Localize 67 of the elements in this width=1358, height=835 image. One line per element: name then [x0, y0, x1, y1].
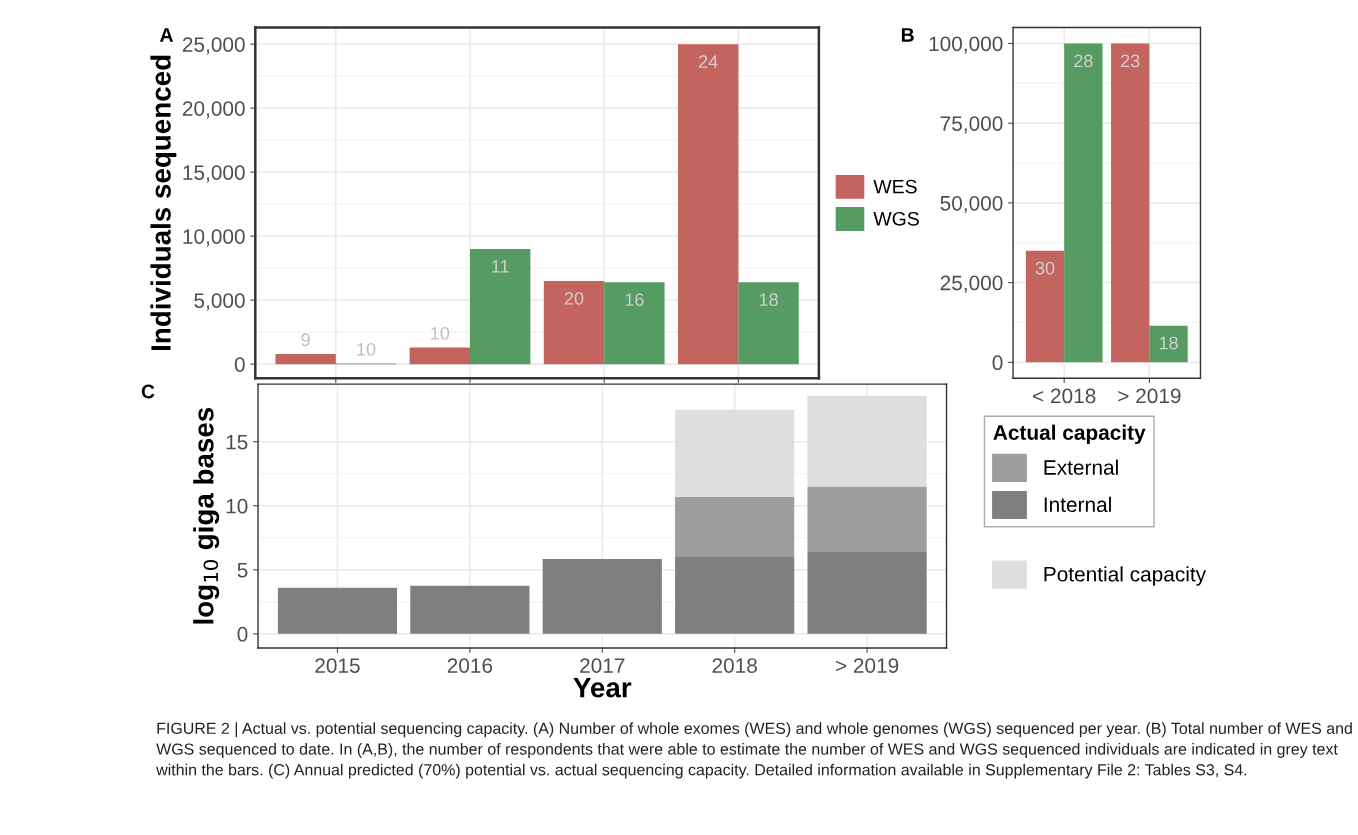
y-tick-label: 15 [226, 434, 248, 450]
y-tick-label: 5,000 [194, 293, 245, 311]
bar [807, 486, 927, 552]
legend-label: Potential capacity [1044, 566, 1207, 586]
annotation: 28 [1074, 54, 1093, 68]
legend-label: External [1044, 459, 1118, 475]
bar [675, 409, 795, 497]
y-tick-label: 100,000 [929, 36, 1003, 54]
chart-title: B [901, 28, 914, 42]
annotation: 10 [431, 326, 450, 340]
bar [604, 282, 665, 365]
bar [275, 353, 336, 365]
bar [1025, 250, 1065, 363]
bar [677, 44, 739, 365]
bar [277, 587, 398, 634]
y-tick-label: 75,000 [940, 116, 1003, 134]
y-tick-label: 25,000 [182, 37, 245, 55]
bar [675, 496, 795, 558]
bar [543, 280, 605, 365]
bar [738, 282, 799, 365]
y-tick-label: 0 [992, 355, 1003, 371]
y-tick-label: 10 [226, 498, 248, 514]
x-tick-label: 2016 [447, 658, 493, 673]
annotation: 10 [357, 342, 376, 356]
legend-label: WGS [873, 211, 919, 226]
annotation: 11 [492, 260, 509, 273]
bar [675, 557, 795, 634]
legend-label: WES [873, 179, 917, 194]
bar [542, 558, 662, 634]
x-tick-label: 2018 [712, 658, 757, 673]
annotation: 18 [759, 293, 778, 307]
annotation: 23 [1121, 54, 1140, 68]
x-tick-label: 2015 [315, 658, 360, 673]
annotation: 9 [301, 333, 310, 347]
annotation: 24 [699, 55, 718, 68]
y-tick-label: 20,000 [182, 101, 245, 119]
x-tick-label: < 2018 [1033, 388, 1096, 404]
x-tick-label: > 2019 [835, 658, 899, 673]
chart-title: C [141, 384, 155, 399]
y-axis-title: Individuals sequenced [150, 55, 177, 350]
bar [807, 551, 927, 634]
caption: FIGURE 2 | Actual vs. potential sequencing capacity. (A) Number of whole exomes (WES) and whole genomes (WGS) sequenced per year. (B) Total number of WES and WGS sequenced to date. In (A,B), the number of respondents that were able to estimate the number of WES and WGS sequenced individuals are indicated in grey text within the bars. (C) Annual predicted (70%) potential vs. actual sequencing capacity. Detailed information available in Supplementary File 2: Tables S3, S4. [156, 722, 1352, 779]
y-tick-label: 0 [234, 357, 245, 372]
bar [410, 585, 530, 634]
x-tick-label: > 2019 [1118, 388, 1181, 404]
annotation: 20 [564, 291, 584, 305]
annotation: 16 [625, 293, 644, 307]
x-tick-label: 2017 [580, 658, 625, 673]
y-tick-label: 25,000 [940, 275, 1003, 293]
y-tick-label: 15,000 [183, 165, 245, 183]
legend-label: Internal [1044, 496, 1111, 513]
annotation: 30 [1035, 261, 1055, 275]
bar [1111, 43, 1150, 363]
bar [409, 347, 470, 365]
bar [1149, 325, 1188, 363]
y-axis-title: log$_{10}$ giga bases [193, 407, 220, 624]
y-tick-label: 5 [237, 563, 248, 578]
y-tick-label: 0 [237, 626, 248, 642]
legend-title: Actual capacity [993, 424, 1146, 445]
bar [1064, 43, 1103, 363]
annotation: 18 [1159, 336, 1178, 350]
bar [807, 395, 927, 487]
y-tick-label: 10,000 [183, 229, 245, 247]
bar [470, 248, 531, 365]
y-tick-label: 50,000 [940, 195, 1003, 214]
chart-title: A [159, 28, 174, 42]
x-axis-title: Year [573, 678, 632, 698]
